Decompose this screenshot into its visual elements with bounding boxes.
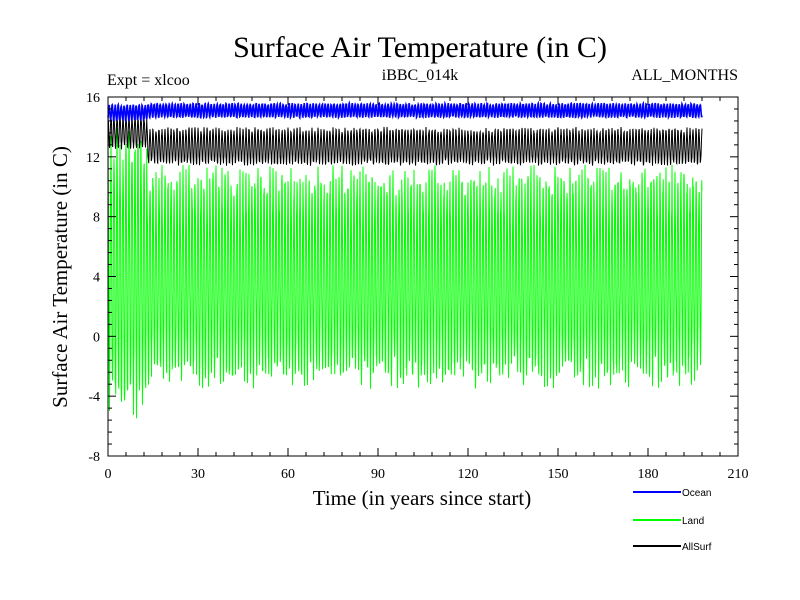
x-tick-label: 0 bbox=[105, 467, 112, 482]
series-layer bbox=[107, 100, 703, 419]
months-label: ALL_MONTHS bbox=[631, 67, 738, 84]
y-tick-label: 12 bbox=[86, 151, 100, 166]
x-tick-label: 210 bbox=[728, 467, 749, 482]
x-tick-label: 180 bbox=[638, 467, 659, 482]
y-tick-label: 4 bbox=[93, 271, 100, 286]
series-line-ocean bbox=[107, 100, 703, 124]
x-tick-label: 150 bbox=[548, 467, 569, 482]
axes: 0 30 60 90 120 150 180 210 -8 -4 0 4 8 12 16 bbox=[86, 91, 749, 482]
series-line-allsurf bbox=[107, 115, 703, 166]
y-tick-label: 16 bbox=[86, 91, 100, 106]
experiment-label: Expt = xlcoo bbox=[107, 72, 190, 89]
x-tick-label: 90 bbox=[371, 467, 385, 482]
legend-label-ocean: Ocean bbox=[682, 488, 711, 499]
x-tick-label: 30 bbox=[191, 467, 205, 482]
x-axis-label: Time (in years since start) bbox=[313, 486, 532, 510]
y-tick-label: -4 bbox=[88, 390, 100, 405]
run-label: iBBC_014k bbox=[382, 67, 458, 84]
series-line-land bbox=[107, 128, 703, 419]
y-tick-label: 0 bbox=[93, 330, 100, 345]
legend: Ocean Land AllSurf bbox=[633, 488, 712, 553]
y-axis-label: Surface Air Temperature (in C) bbox=[48, 146, 72, 408]
legend-label-land: Land bbox=[682, 516, 704, 527]
x-tick-label: 120 bbox=[458, 467, 479, 482]
legend-label-allsurf: AllSurf bbox=[682, 542, 712, 553]
y-tick-label: -8 bbox=[88, 450, 100, 465]
x-tick-label: 60 bbox=[281, 467, 295, 482]
y-tick-label: 8 bbox=[93, 211, 100, 226]
chart-title: Surface Air Temperature (in C) bbox=[233, 31, 607, 64]
